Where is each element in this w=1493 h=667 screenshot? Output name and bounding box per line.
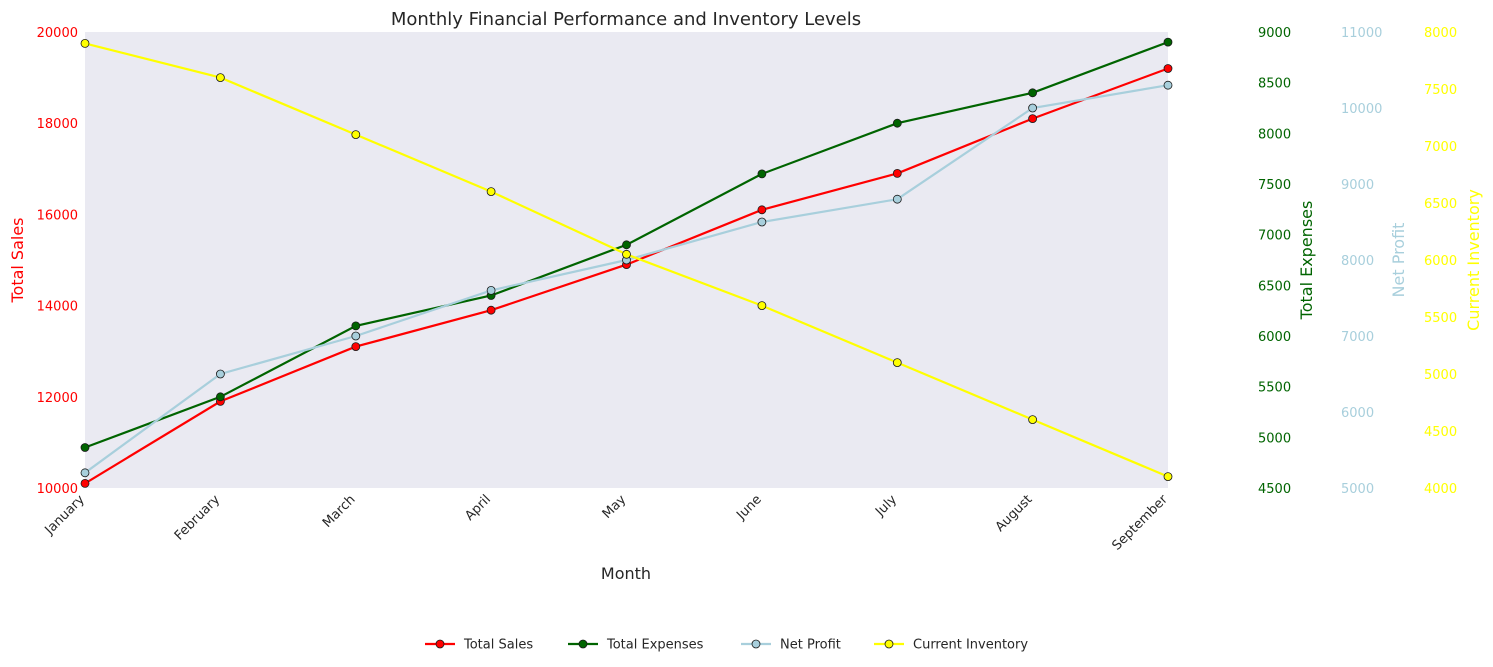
x-tick-label: May (600, 492, 630, 522)
y-axis-titles: Total Sales Total Expenses Net Profit Curre… (8, 189, 1483, 331)
data-point-profit-8 (1163, 80, 1173, 90)
y-tick-label-profit: 7000 (1341, 330, 1374, 345)
y-tick-label-sales: 20000 (37, 26, 78, 41)
y-tick-label-inventory: 5000 (1424, 368, 1457, 383)
y-axis-title-profit: Net Profit (1389, 223, 1408, 298)
data-point-inventory-4 (622, 249, 631, 259)
data-point-inventory-7 (1028, 415, 1037, 425)
data-point-expenses-0 (80, 443, 90, 452)
y-tick-label-profit: 6000 (1341, 406, 1374, 421)
y-tick-label-inventory: 6000 (1424, 254, 1457, 269)
data-point-inventory-5 (757, 301, 767, 311)
y-tick-label-inventory: 6500 (1424, 197, 1457, 212)
x-axis-title: Month (601, 564, 651, 583)
y-tick-label-expenses: 9000 (1258, 26, 1291, 41)
y-tick-label-inventory: 4000 (1424, 482, 1457, 497)
y-tick-label-expenses: 6000 (1258, 330, 1291, 345)
y-tick-label-sales: 10000 (37, 482, 78, 497)
x-tick-label: August (993, 492, 1036, 535)
legend: Total Sales Total Expenses Net Profit Curre… (425, 638, 1028, 653)
data-point-expenses-1 (215, 392, 225, 402)
data-point-profit-2 (351, 331, 361, 341)
data-point-profit-6 (892, 194, 902, 204)
data-point-expenses-2 (351, 321, 361, 331)
x-tick-label: January (42, 492, 88, 538)
y-tick-label-profit: 11000 (1341, 26, 1382, 41)
legend-label: Net Profit (780, 638, 841, 653)
data-point-expenses-7 (1028, 88, 1037, 98)
legend-item-profit: Net Profit (741, 638, 841, 653)
legend-marker (578, 639, 588, 649)
data-point-profit-1 (215, 369, 225, 379)
legend-label: Total Expenses (606, 638, 704, 653)
x-tick-label: February (172, 492, 224, 544)
y-tick-label-expenses: 6500 (1258, 279, 1291, 294)
y-tick-label-inventory: 4500 (1424, 425, 1457, 440)
legend-item-sales: Total Sales (425, 638, 533, 653)
x-tick-label: March (320, 492, 359, 531)
data-point-profit-3 (486, 285, 496, 295)
legend-marker (884, 639, 894, 649)
data-point-inventory-6 (892, 358, 902, 368)
data-point-expenses-6 (892, 118, 902, 128)
data-point-sales-0 (80, 478, 90, 488)
y-tick-label-sales: 16000 (37, 208, 78, 223)
x-tick-label: June (733, 492, 764, 523)
chart-title: Monthly Financial Performance and Invent… (391, 9, 861, 30)
y-axis-title-expenses: Total Expenses (1297, 201, 1316, 321)
y-tick-label-inventory: 8000 (1424, 26, 1457, 41)
y-tick-label-profit: 5000 (1341, 482, 1374, 497)
data-point-profit-0 (80, 468, 90, 478)
y-tick-label-profit: 10000 (1341, 102, 1382, 117)
y-tick-label-expenses: 5500 (1258, 381, 1291, 396)
data-point-expenses-4 (622, 240, 631, 250)
x-tick-label: September (1109, 492, 1171, 554)
y-tick-label-inventory: 7500 (1424, 83, 1457, 98)
y-tick-label-profit: 9000 (1341, 178, 1374, 193)
legend-item-expenses: Total Expenses (568, 638, 704, 653)
series-markers (80, 37, 1173, 488)
y-tick-label-expenses: 4500 (1258, 482, 1291, 497)
legend-marker (751, 639, 761, 649)
y-tick-label-expenses: 8000 (1258, 127, 1291, 142)
x-tick-labels: January February March April May June July Augu… (42, 492, 1172, 554)
data-point-inventory-2 (351, 130, 361, 140)
y-tick-label-inventory: 5500 (1424, 311, 1457, 326)
legend-marker (435, 639, 445, 649)
data-point-sales-5 (757, 205, 767, 215)
y-axis-title-sales: Total Sales (8, 217, 27, 303)
y-tick-label-profit: 8000 (1341, 254, 1374, 269)
y-axis-title-inventory: Current Inventory (1464, 189, 1483, 331)
x-tick-label: July (872, 492, 900, 520)
legend-item-inventory: Current Inventory (874, 638, 1028, 653)
data-point-expenses-5 (757, 169, 767, 179)
y-tick-labels: 10000 12000 14000 16000 18000 20000 4500 5000 55… (37, 26, 1457, 497)
legend-label: Current Inventory (913, 638, 1028, 653)
data-point-sales-2 (351, 342, 361, 352)
data-point-inventory-8 (1163, 472, 1173, 482)
y-tick-label-sales: 18000 (37, 117, 78, 132)
data-point-profit-5 (757, 217, 767, 227)
y-tick-label-inventory: 7000 (1424, 140, 1457, 155)
y-tick-label-expenses: 8500 (1258, 77, 1291, 92)
data-point-sales-6 (892, 168, 902, 178)
y-tick-label-sales: 12000 (37, 391, 78, 406)
y-tick-label-expenses: 5000 (1258, 431, 1291, 446)
data-point-inventory-3 (486, 187, 496, 197)
data-point-sales-8 (1163, 64, 1173, 73)
x-tick-label: April (462, 492, 494, 524)
y-tick-label-sales: 14000 (37, 300, 78, 315)
data-point-profit-7 (1028, 103, 1037, 113)
data-point-sales-3 (486, 305, 496, 315)
y-tick-label-expenses: 7500 (1258, 178, 1291, 193)
data-point-inventory-1 (215, 73, 225, 82)
data-point-expenses-8 (1163, 37, 1173, 47)
legend-label: Total Sales (463, 638, 533, 653)
y-tick-label-expenses: 7000 (1258, 229, 1291, 244)
data-point-sales-7 (1028, 114, 1037, 123)
data-point-inventory-0 (80, 39, 90, 48)
